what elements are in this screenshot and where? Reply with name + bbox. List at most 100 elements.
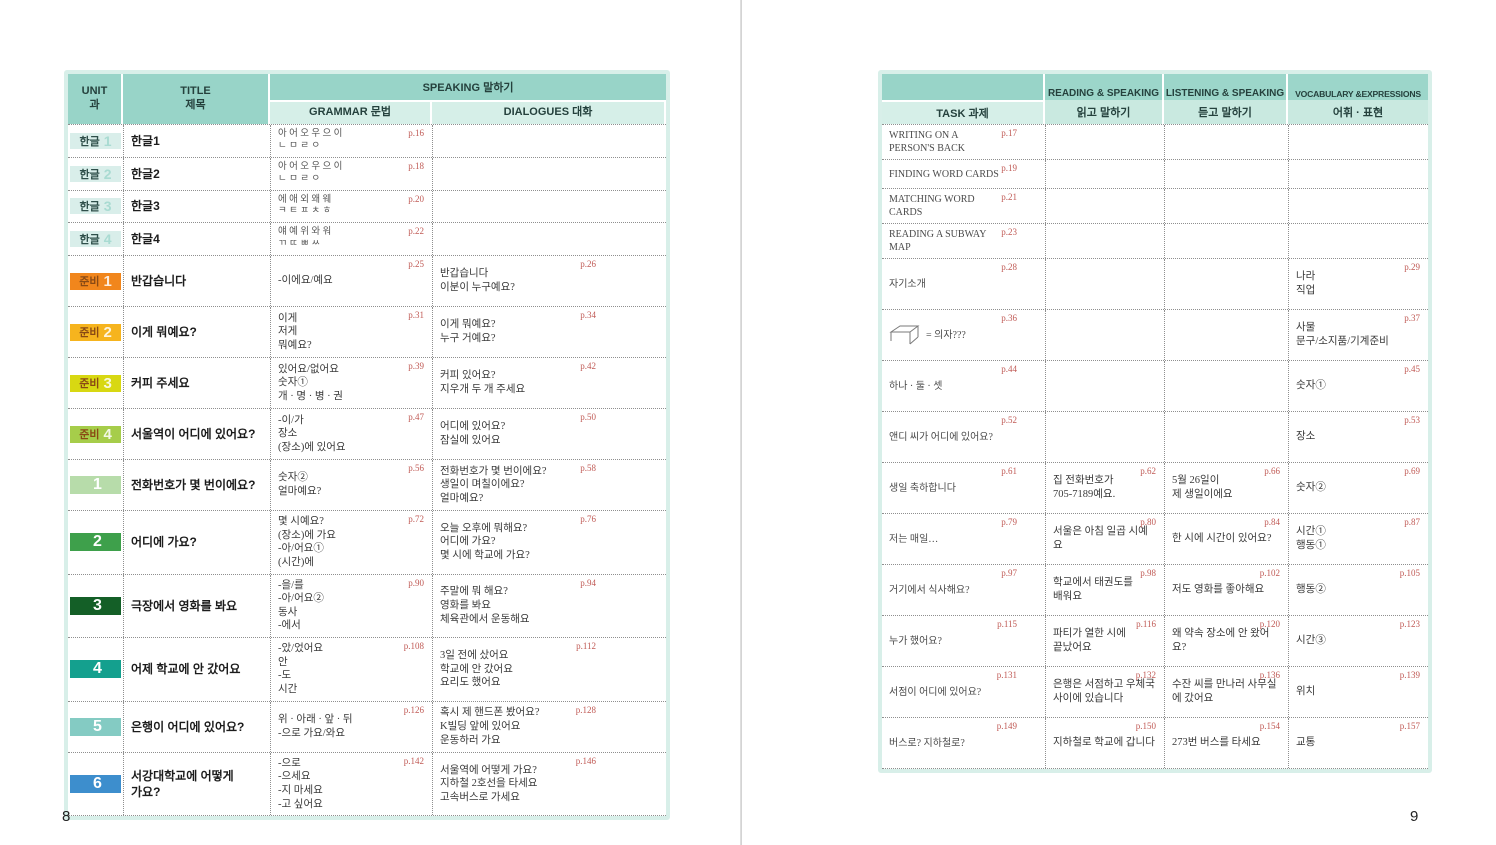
grammar-cell: p.142 -으로 -으세요 -지 마세요 -고 싶어요 [270, 752, 432, 816]
reading-column-header: READING & SPEAKING 읽고 말하기 [1045, 74, 1164, 124]
dialogues-column-header: DIALOGUES 대화 [432, 102, 666, 124]
reading-cell [1045, 189, 1164, 223]
right-table-header: TASK 과제 READING & SPEAKING 읽고 말하기 LISTEN… [882, 74, 1428, 124]
unit-badge: 준비 1 [70, 272, 121, 290]
dialogue-items: 반갑습니다 이분이 누구예요? [440, 268, 515, 293]
task-text: 생일 축하합니다 [889, 482, 956, 494]
page-spine-divider [740, 0, 742, 845]
reading-text: 학교에서 태권도를 배워요 [1053, 577, 1133, 602]
right-table-rows: p.17 WRITING ON A PERSON'S BACK p.19 FIN… [882, 124, 1428, 769]
task-page-ref: p.149 [996, 721, 1017, 731]
unit-badge-number: 3 [93, 596, 102, 614]
toc-row: p.36 = 의자??? [882, 309, 1428, 360]
unit-header-en: UNIT [81, 85, 108, 98]
vocabulary-text: 위치 [1296, 686, 1316, 698]
grammar-cell: p.47 -이/가 장소 (장소)에 있어요 [270, 409, 432, 459]
grammar-page-ref: p.25 [408, 259, 424, 269]
dialogues-page-ref: p.50 [580, 412, 596, 422]
grammar-items: -이에요/예요 [278, 275, 333, 287]
grammar-cell: p.20 에 애 외 왜 웨 ㅋ ㅌ ㅍ ㅊ ㅎ [270, 190, 432, 223]
task-cell: p.52 앤디 씨가 어디에 있어요? [882, 412, 1045, 462]
unit-cell: 준비 3 [68, 358, 123, 408]
task-page-ref: p.17 [1001, 128, 1017, 138]
unit-cell: 3 [68, 575, 123, 638]
grammar-items: -을/를 -아/어요② 동사 -에서 [278, 579, 324, 632]
toc-row: 6 서강대학교에 어떻게 가요? p.142 -으로 -으세요 -지 마세요 -… [68, 751, 666, 816]
dialogue-items: 서울역에 어떻게 가요? 지하철 2호선을 타세요 고속버스로 가세요 [440, 764, 538, 803]
reading-page-ref: p.150 [1135, 721, 1156, 731]
vocabulary-cell: p.105 행동② [1288, 565, 1428, 615]
vocabulary-cell [1288, 160, 1428, 188]
grammar-page-ref: p.142 [403, 755, 424, 766]
task-page-ref: p.36 [1001, 313, 1017, 323]
grammar-items: 숫자② 얼마예요? [278, 472, 322, 497]
unit-badge-number: 4 [93, 660, 102, 678]
unit-badge: 한글 2 [70, 165, 121, 182]
title-cell: 한글2 [123, 157, 270, 190]
listening-column-header: LISTENING & SPEAKING 듣고 말하기 [1164, 74, 1288, 124]
unit-badge: 한글 1 [70, 132, 121, 149]
task-text: WRITING ON A PERSON'S BACK [889, 130, 965, 154]
lesson-title: 서울역이 어디에 있어요? [131, 426, 256, 441]
task-row: p.19 FINDING WORD CARDS [882, 159, 1428, 188]
unit-badge-number: 6 [93, 774, 102, 792]
task-page-ref: p.28 [1001, 262, 1017, 272]
vocabulary-page-ref: p.53 [1404, 415, 1420, 425]
grammar-cell: p.39 있어요/없어요 숫자① 개 · 명 · 병 · 권 [270, 358, 432, 408]
dialogue-items: 혹시 제 핸드폰 봤어요? K빌딩 앞에 있어요 운동하러 가요 [440, 707, 540, 746]
toc-row: p.149 버스로? 지하철로? [882, 717, 1428, 768]
grammar-page-ref: p.22 [408, 226, 424, 237]
vocabulary-page-ref: p.123 [1399, 619, 1420, 629]
listening-header-ko: 듣고 말하기 [1164, 100, 1286, 124]
task-text: 서점이 어디에 있어요? [889, 686, 982, 698]
vocabulary-page-ref: p.105 [1399, 568, 1420, 578]
dialogues-page-ref: p.26 [580, 259, 596, 269]
listening-page-ref: p.66 [1264, 466, 1280, 476]
listening-cell [1164, 412, 1288, 462]
reading-cell [1045, 361, 1164, 411]
title-cell: 서강대학교에 어떻게 가요? [123, 752, 270, 816]
unit-badge-number: 4 [103, 231, 112, 248]
dialogues-cell: p.112 3일 전에 샀어요 학교에 안 갔어요 요리도 했어요 [432, 638, 666, 701]
grammar-items: 위 · 아래 · 앞 · 뒤 -으로 가요/와요 [278, 714, 353, 739]
task-text: 거기에서 식사해요? [889, 584, 970, 596]
reading-cell: p.80 서울은 아침 일곱 시예요 [1045, 514, 1164, 564]
unit-badge-label: 준비 [79, 378, 100, 390]
vocabulary-text: 장소 [1296, 431, 1316, 443]
toc-row: 한글 4 한글4 p.22 얘 예 위 와 워 ㄲ ㄸ ㅃ ㅆ [68, 222, 666, 255]
unit-badge-number: 3 [103, 374, 112, 392]
lesson-title: 어제 학교에 안 갔어요 [131, 662, 241, 677]
right-contents-table: TASK 과제 READING & SPEAKING 읽고 말하기 LISTEN… [878, 70, 1432, 773]
reading-page-ref: p.62 [1140, 466, 1156, 476]
vocabulary-page-ref: p.29 [1404, 262, 1420, 272]
unit-cell: 1 [68, 460, 123, 510]
task-row: p.17 WRITING ON A PERSON'S BACK [882, 124, 1428, 159]
vocabulary-cell [1288, 189, 1428, 223]
grammar-page-ref: p.16 [408, 128, 424, 138]
unit-cell: 준비 4 [68, 409, 123, 459]
task-cell: p.19 FINDING WORD CARDS [882, 160, 1045, 188]
grammar-items: 몇 시예요? (장소)에 가요 -아/어요① (시간)에 [278, 516, 336, 568]
grammar-items: 얘 예 위 와 워 ㄲ ㄸ ㅃ ㅆ [278, 227, 332, 250]
unit-badge-number: 1 [103, 132, 112, 149]
unit-badge-number: 2 [103, 165, 112, 182]
unit-badge-label: 준비 [79, 276, 100, 288]
reading-text: 지하철로 학교에 갑니다 [1053, 737, 1155, 749]
reading-page-ref: p.116 [1136, 619, 1156, 629]
dialogue-items: 이게 뭐예요? 누구 거예요? [440, 319, 496, 344]
unit-cell: 6 [68, 753, 123, 816]
task-page-ref: p.97 [1001, 568, 1017, 578]
toc-row: p.52 앤디 씨가 어디에 있어요? [882, 411, 1428, 462]
reading-text: 파티가 열한 시에 끝났어요 [1053, 628, 1126, 653]
title-column-header: TITLE 제목 [123, 74, 270, 124]
listening-header-en: LISTENING & SPEAKING [1164, 74, 1286, 100]
listening-cell: p.120 왜 약속 장소에 안 왔어요? [1164, 616, 1288, 666]
title-cell: 한글1 [123, 125, 270, 157]
left-table-rows: 한글 1 한글1 p.16 아 어 오 우 으 이 ㄴ ㅁ ㄹ ㅇ [68, 124, 666, 817]
listening-cell: p.136 수잔 씨를 만나러 사무실 에 갔어요 [1164, 667, 1288, 717]
dialogues-cell: p.94 주말에 뭐 해요? 영화를 봐요 체육관에서 운동해요 [432, 574, 666, 638]
task-cell: p.28 자기소개 [882, 259, 1045, 309]
vocabulary-text: 시간① 행동① [1296, 526, 1326, 551]
right-page-number: 9 [1410, 808, 1419, 825]
dialogues-page-ref: p.112 [576, 641, 596, 652]
